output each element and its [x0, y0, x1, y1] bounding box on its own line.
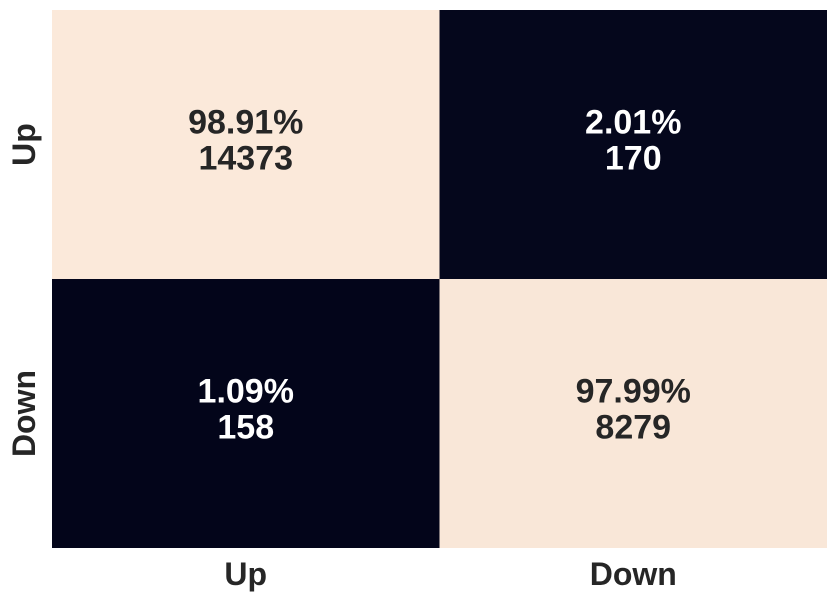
cell-count-label-r1-c1: 8279: [595, 409, 671, 447]
cell-percent-label-r0-c1: 2.01%: [585, 104, 681, 142]
y-tick-label-0: Up: [6, 123, 42, 166]
y-axis-ticks: Up Down: [6, 123, 42, 457]
cell-percent-label-r1-c0: 1.09%: [198, 373, 294, 411]
heatmap-cells: [52, 10, 827, 548]
x-tick-label-0: Up: [224, 556, 267, 592]
heatmap-cell-r0-c1: [439, 10, 827, 279]
cell-percent-label-r1-c1: 97.99%: [576, 373, 691, 411]
cell-labels: 98.91%14373 2.01%170 1.09%158 97.99%8279: [188, 104, 691, 447]
cell-count-label-r0-c0: 14373: [198, 140, 293, 178]
cell-count-label-r1-c0: 158: [217, 409, 274, 447]
x-tick-label-1: Down: [590, 556, 677, 592]
x-axis-ticks: Up Down: [224, 556, 676, 592]
heatmap-cell-r0-c0: [52, 10, 440, 279]
y-tick-label-1: Down: [6, 370, 42, 457]
heatmap-cell-r1-c1: [439, 279, 827, 548]
cell-count-label-r0-c1: 170: [605, 140, 662, 178]
heatmap-cell-r1-c0: [52, 279, 440, 548]
cell-percent-label-r0-c0: 98.91%: [188, 104, 303, 142]
